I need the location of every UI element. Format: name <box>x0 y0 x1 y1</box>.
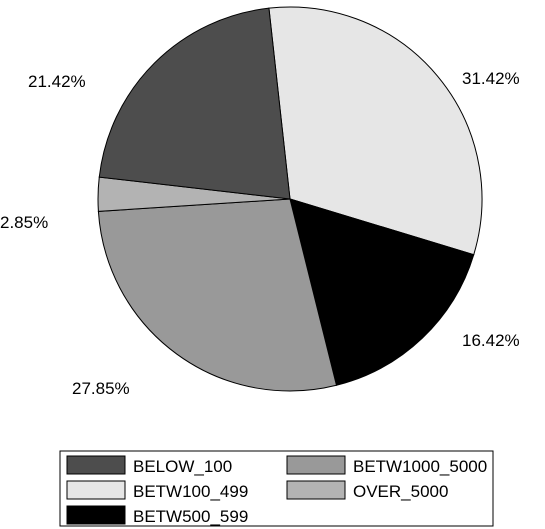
legend-label-betw500-599: BETW500_599 <box>133 507 248 526</box>
legend-label-over-5000: OVER_5000 <box>353 482 448 501</box>
legend-swatch-over-5000 <box>286 480 346 500</box>
slice-label-over-5000: 2.85% <box>0 213 48 232</box>
legend-swatch-betw100-499 <box>66 480 126 500</box>
pie-slice-betw100-499 <box>268 6 483 256</box>
slice-label-below-100: 21.42% <box>28 72 86 91</box>
slice-label-betw100-499: 31.42% <box>462 69 520 88</box>
slice-label-betw500-599: 16.42% <box>462 331 520 350</box>
legend-label-below-100: BELOW_100 <box>133 457 232 476</box>
slice-labels: 21.42% 31.42% 16.42% 27.85% 2.85% <box>0 69 520 398</box>
pie-slice-below-100 <box>98 7 291 200</box>
pie-slices <box>97 6 483 392</box>
legend-swatch-betw1000-5000 <box>286 455 346 475</box>
slice-label-betw1000-5000: 27.85% <box>72 379 130 398</box>
pie-slice-betw1000-5000 <box>97 198 338 392</box>
legend-box <box>59 450 494 527</box>
legend: BELOW_100 BETW1000_5000 BETW100_499 OVER_50… <box>59 450 494 527</box>
legend-label-betw1000-5000: BETW1000_5000 <box>353 457 487 476</box>
legend-swatch-below-100 <box>66 455 126 475</box>
legend-label-betw100-499: BETW100_499 <box>133 482 248 501</box>
legend-swatch-betw500-599 <box>66 505 126 525</box>
pie-slice-betw500-599 <box>289 198 475 386</box>
